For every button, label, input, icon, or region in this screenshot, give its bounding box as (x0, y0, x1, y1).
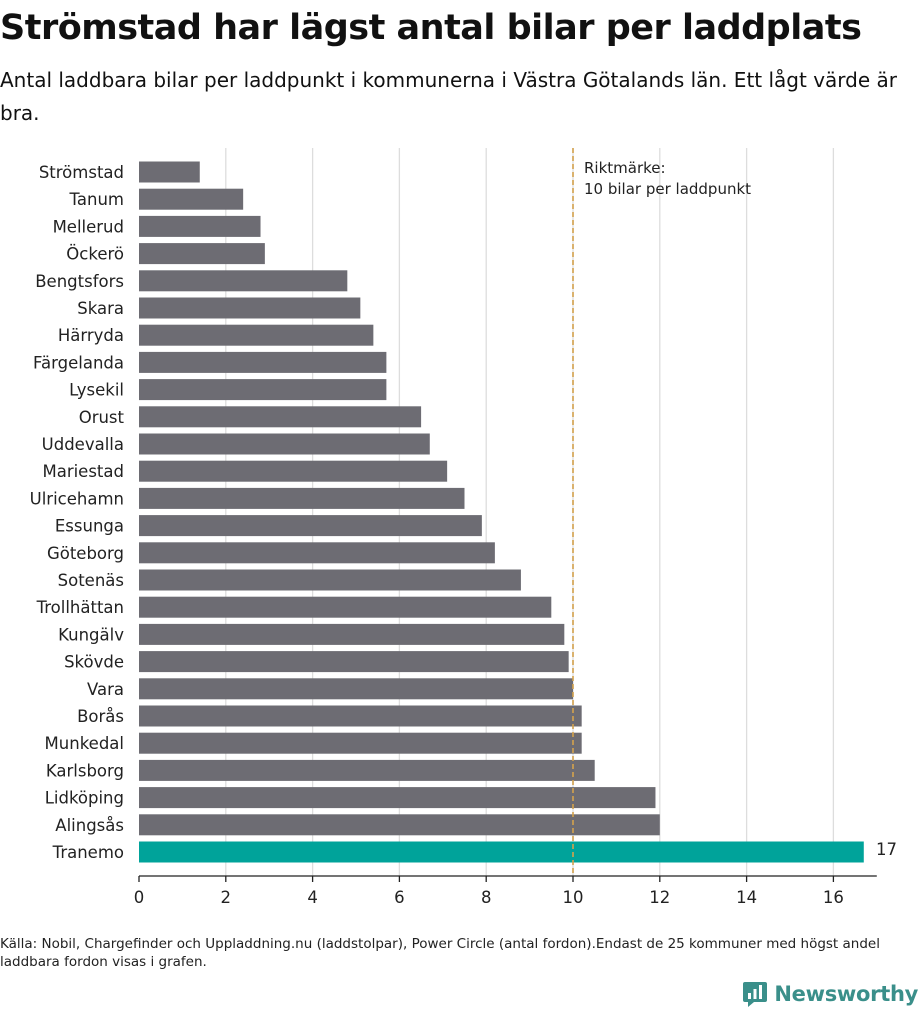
category-label-8: Lysekil (69, 381, 124, 400)
bar-12 (139, 487, 465, 509)
x-tick-label-4: 4 (307, 888, 318, 907)
category-label-7: Färgelanda (33, 353, 124, 372)
category-labels: Strömstad Tanum Mellerud Öckerö Bengtsfors Sk… (30, 163, 125, 862)
reference-label-line1: Riktmärke: (584, 159, 666, 177)
bar-0 (139, 161, 200, 183)
category-label-25: Tranemo (52, 843, 124, 862)
category-label-4: Bengtsfors (35, 272, 124, 291)
bar-4 (139, 270, 348, 292)
x-axis: 0 2 4 6 8 10 12 14 16 (134, 875, 877, 907)
category-label-3: Öckerö (66, 245, 124, 264)
category-label-0: Strömstad (39, 163, 124, 182)
bar-8 (139, 379, 387, 401)
category-label-14: Göteborg (47, 544, 124, 563)
category-label-2: Mellerud (53, 217, 124, 236)
category-label-16: Trollhättan (36, 598, 124, 617)
newsworthy-logo-icon (743, 982, 768, 1007)
bars: 17 (139, 161, 897, 863)
x-tick-label-16: 16 (823, 888, 844, 907)
category-label-17: Kungälv (58, 625, 124, 644)
newsworthy-logo: Newsworthy (742, 978, 918, 1010)
bar-2 (139, 215, 261, 237)
category-label-13: Essunga (55, 517, 124, 536)
x-tick-label-10: 10 (563, 888, 584, 907)
category-label-6: Härryda (58, 326, 124, 345)
bar-7 (139, 351, 387, 373)
category-label-23: Lidköping (45, 789, 124, 808)
bar-22 (139, 759, 595, 781)
category-label-10: Uddevalla (42, 435, 124, 454)
category-label-1: Tanum (69, 190, 124, 209)
bar-13 (139, 515, 482, 537)
x-tick-label-0: 0 (134, 888, 145, 907)
bar-1 (139, 188, 244, 210)
bar-23 (139, 787, 656, 809)
bar-14 (139, 542, 495, 564)
reference-line-group: Riktmärke: 10 bilar per laddpunkt (572, 148, 751, 876)
bar-chart: 17 Riktmärke: 10 bilar per laddpunkt 0 2 4 6… (30, 148, 897, 907)
chart-title: Strömstad har lägst antal bilar per ladd… (0, 8, 862, 48)
category-label-15: Sotenäs (58, 571, 124, 590)
logo-text: Newsworthy (774, 982, 918, 1006)
x-tick-label-12: 12 (649, 888, 670, 907)
category-label-5: Skara (77, 299, 124, 318)
bar-21 (139, 732, 582, 754)
source-note: Källa: Nobil, Chargefinder och Uppladdni… (0, 936, 880, 970)
category-label-19: Vara (87, 680, 124, 699)
bar-6 (139, 324, 374, 346)
x-tick-label-14: 14 (736, 888, 757, 907)
bar-9 (139, 406, 422, 428)
x-tick-label-6: 6 (394, 888, 405, 907)
bar-16 (139, 596, 552, 618)
data-label-25: 17 (876, 840, 897, 859)
category-label-9: Orust (79, 408, 125, 427)
bar-5 (139, 297, 361, 319)
x-tick-label-8: 8 (481, 888, 492, 907)
reference-label-line2: 10 bilar per laddpunkt (584, 180, 751, 198)
bar-10 (139, 433, 430, 455)
bar-11 (139, 460, 448, 482)
bar-17 (139, 623, 565, 645)
category-label-24: Alingsås (55, 816, 124, 835)
x-tick-label-2: 2 (221, 888, 232, 907)
category-label-12: Ulricehamn (30, 489, 124, 508)
bar-18 (139, 651, 569, 673)
category-label-18: Skövde (64, 653, 124, 672)
category-label-20: Borås (77, 707, 124, 726)
category-label-22: Karlsborg (46, 761, 124, 780)
bar-15 (139, 569, 521, 591)
category-label-21: Munkedal (45, 734, 124, 753)
category-label-11: Mariestad (42, 462, 124, 481)
chart-subtitle: Antal laddbara bilar per laddpunkt i kom… (0, 68, 897, 125)
bar-20 (139, 705, 582, 727)
bar-3 (139, 243, 265, 265)
bar-25 (139, 841, 864, 863)
bar-19 (139, 678, 573, 700)
bar-24 (139, 814, 660, 836)
